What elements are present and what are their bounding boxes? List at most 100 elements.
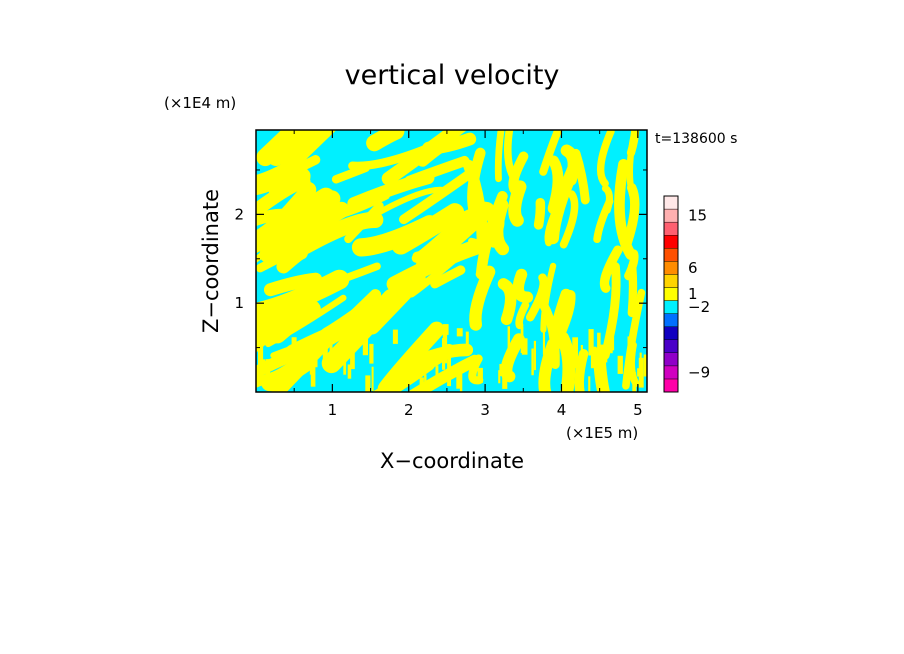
- positive-velocity-band: [415, 201, 496, 275]
- positive-velocity-cell: [346, 350, 353, 359]
- positive-velocity-cell: [371, 366, 374, 391]
- positive-velocity-cell: [643, 354, 647, 377]
- positive-velocity-band: [407, 243, 473, 298]
- positive-velocity-band: [371, 356, 436, 392]
- positive-velocity-cell: [576, 364, 583, 377]
- positive-velocity-band: [267, 299, 321, 344]
- positive-velocity-band: [276, 245, 308, 274]
- colorbar-label: −9: [688, 363, 710, 381]
- positive-velocity-cell: [507, 326, 510, 350]
- colorbar-cell: [663, 313, 679, 327]
- positive-velocity-cell: [603, 352, 608, 363]
- positive-velocity-cell: [531, 348, 534, 376]
- positive-velocity-cell: [602, 375, 608, 389]
- colorbar-cell: [663, 378, 679, 393]
- positive-velocity-cell: [456, 363, 462, 389]
- positive-velocity-band: [256, 238, 283, 264]
- colorbar-cell: [663, 352, 679, 367]
- positive-velocity-band: [556, 331, 576, 392]
- colorbar-label: 15: [688, 207, 707, 225]
- positive-velocity-band: [560, 144, 580, 186]
- positive-velocity-cell: [600, 344, 603, 371]
- x-tick-label: 3: [480, 401, 490, 419]
- positive-velocity-cell: [369, 343, 374, 364]
- colorbar-cell: [663, 274, 679, 288]
- plot-frame: [255, 129, 648, 393]
- x-axis-unit: (×1E5 m): [566, 424, 638, 442]
- positive-velocity-cell: [465, 331, 469, 354]
- positive-velocity-cell: [627, 336, 630, 352]
- positive-velocity-band: [500, 333, 525, 383]
- contour-field: [256, 130, 647, 392]
- colorbar-cell: [663, 221, 679, 236]
- positive-velocity-cell: [322, 335, 328, 361]
- positive-velocity-cell: [313, 346, 318, 368]
- y-axis-label: Z−coordinate: [199, 189, 223, 333]
- positive-velocity-cell: [347, 364, 352, 379]
- colorbar-label: −2: [688, 298, 710, 316]
- colorbar-label: 6: [688, 259, 698, 277]
- positive-velocity-band: [539, 130, 563, 176]
- x-axis-ticks: 1 2 3 4 5: [293, 130, 643, 419]
- y-axis-unit: (×1E4 m): [164, 94, 236, 112]
- positive-velocity-cell: [362, 333, 368, 356]
- positive-velocity-cell: [557, 337, 563, 349]
- positive-velocity-band: [559, 190, 579, 249]
- colorbar-cell: [663, 287, 679, 301]
- positive-velocity-band: [404, 155, 470, 187]
- positive-velocity-band: [540, 262, 557, 333]
- positive-velocity-cell: [477, 367, 483, 383]
- positive-velocity-cell: [597, 332, 601, 360]
- positive-velocity-band: [627, 262, 638, 318]
- positive-velocity-band: [266, 230, 318, 264]
- positive-velocity-band: [377, 321, 445, 392]
- positive-velocity-cell: [435, 326, 441, 337]
- positive-velocity-band: [468, 354, 484, 385]
- positive-velocity-cell: [588, 329, 594, 356]
- positive-velocity-cell: [588, 376, 591, 392]
- positive-velocity-band: [494, 130, 505, 183]
- colorbar-cell: [663, 365, 679, 380]
- colorbar-cell: [663, 234, 679, 249]
- positive-velocity-cell: [316, 345, 320, 355]
- positive-velocity-band: [256, 269, 350, 323]
- positive-velocity-cell: [362, 325, 367, 338]
- positive-velocity-cell: [365, 375, 371, 392]
- positive-velocity-cell: [499, 364, 504, 377]
- positive-velocity-band: [533, 197, 546, 230]
- positive-velocity-band: [626, 130, 639, 198]
- x-tick-label: 4: [557, 401, 567, 419]
- positive-velocity-band: [600, 262, 621, 360]
- colorbar-cell: [663, 339, 679, 354]
- positive-velocity-cell: [435, 365, 439, 384]
- colorbar-cell: [663, 248, 679, 262]
- positive-velocity-band: [256, 369, 296, 388]
- positive-velocity-band: [363, 270, 426, 335]
- positive-velocity-cell: [542, 326, 545, 355]
- positive-velocity-band: [525, 273, 548, 322]
- positive-velocity-cell: [521, 338, 528, 355]
- positive-velocity-cell: [258, 346, 264, 370]
- positive-velocity-band: [348, 144, 430, 171]
- x-axis-label: X−coordinate: [380, 449, 524, 473]
- positive-velocity-band: [366, 130, 405, 152]
- positive-velocity-cell: [590, 350, 597, 369]
- positive-velocity-band: [550, 288, 572, 335]
- positive-velocity-cell: [565, 376, 570, 392]
- positive-velocity-band: [463, 159, 488, 255]
- positive-velocity-band: [376, 186, 447, 215]
- positive-velocity-band: [259, 201, 350, 263]
- positive-velocity-band: [270, 187, 336, 236]
- positive-velocity-band: [263, 272, 323, 297]
- positive-velocity-cell: [352, 336, 355, 345]
- time-label: t=138600 s: [655, 131, 737, 147]
- positive-velocity-cell: [442, 324, 449, 335]
- positive-velocity-cell: [632, 372, 637, 392]
- colorbar-cell: [663, 208, 679, 223]
- positive-velocity-band: [469, 265, 496, 331]
- colorbar-cell: [663, 195, 679, 210]
- positive-velocity-cell: [533, 340, 536, 371]
- positive-velocity-cell: [343, 358, 347, 375]
- positive-velocity-band: [544, 197, 564, 247]
